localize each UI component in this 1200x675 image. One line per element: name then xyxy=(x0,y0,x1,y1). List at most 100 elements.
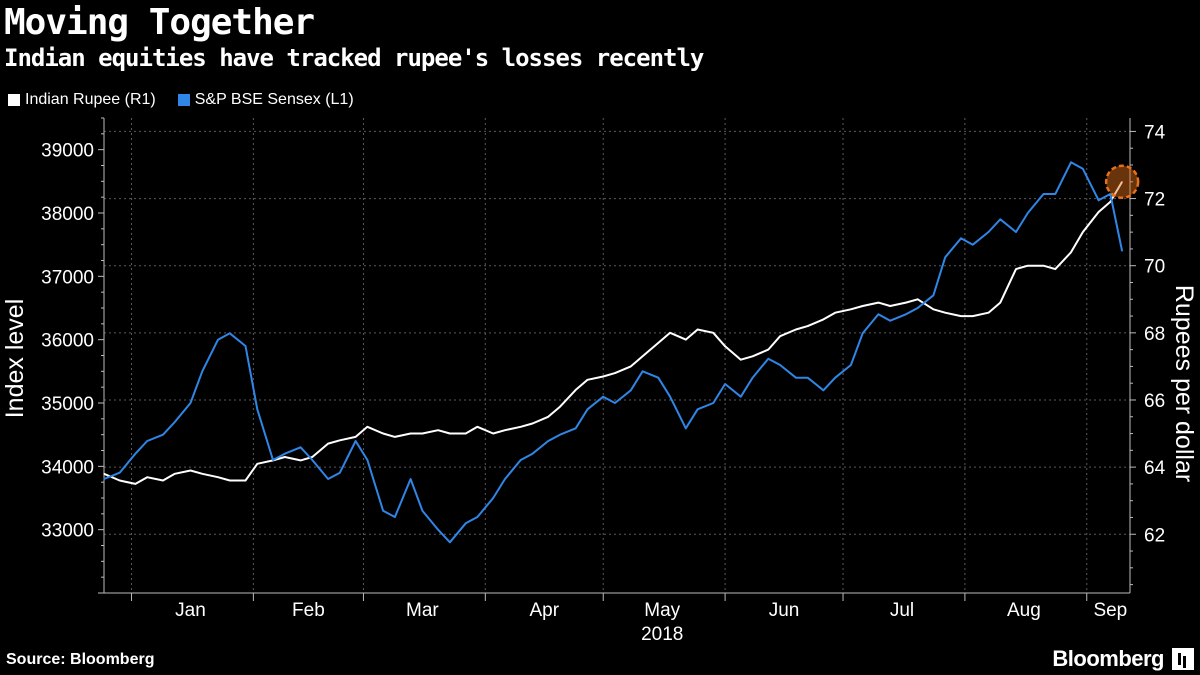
y-left-tick-label: 36000 xyxy=(41,331,94,352)
data-point-sensex xyxy=(822,389,825,391)
data-point-rupee xyxy=(1054,268,1056,270)
data-point-sensex xyxy=(382,510,384,512)
data-point-rupee xyxy=(834,312,836,314)
data-point-sensex xyxy=(119,472,121,474)
y-right-tick-label: 72 xyxy=(1144,190,1165,211)
data-point-rupee xyxy=(1098,211,1100,213)
data-point-rupee xyxy=(134,483,136,485)
brand-logo-text: Bloomberg xyxy=(1052,646,1164,671)
data-point-sensex xyxy=(272,459,274,461)
chart-series xyxy=(103,161,1124,544)
data-point-sensex xyxy=(465,522,467,524)
chart-subtitle: Indian equities have tracked rupee's los… xyxy=(4,44,704,72)
data-point-rupee xyxy=(103,473,105,475)
data-point-rupee xyxy=(917,298,919,300)
data-point-sensex xyxy=(300,446,302,448)
data-point-sensex xyxy=(972,244,974,246)
data-point-sensex xyxy=(779,364,781,366)
y-left-tick-label: 38000 xyxy=(41,204,94,225)
data-point-sensex xyxy=(960,237,962,239)
y-right-tick-label: 70 xyxy=(1144,257,1165,278)
data-point-sensex xyxy=(476,516,478,518)
data-point-sensex xyxy=(1082,168,1084,170)
data-point-sensex xyxy=(889,320,891,322)
data-point-rupee xyxy=(492,432,494,435)
y-left-tick-label: 33000 xyxy=(41,521,94,542)
data-point-rupee xyxy=(972,315,974,317)
grid-lines xyxy=(104,118,1130,593)
data-point-rupee xyxy=(449,432,451,435)
data-point-rupee xyxy=(437,429,439,431)
data-point-rupee xyxy=(889,305,891,307)
data-point-sensex xyxy=(795,377,797,379)
data-point-rupee xyxy=(614,372,616,374)
data-point-rupee xyxy=(229,479,231,482)
data-point-rupee xyxy=(244,479,247,482)
data-point-rupee xyxy=(410,432,412,435)
data-point-sensex xyxy=(134,453,136,455)
data-point-sensex xyxy=(697,408,699,410)
data-point-rupee xyxy=(300,459,302,461)
data-point-rupee xyxy=(1109,201,1111,203)
data-point-rupee xyxy=(712,332,714,334)
data-point-sensex xyxy=(740,396,742,398)
data-point-rupee xyxy=(174,473,176,475)
data-point-rupee xyxy=(932,308,935,310)
data-point-sensex xyxy=(944,256,946,258)
x-tick-label: Jun xyxy=(769,600,800,621)
data-point-rupee xyxy=(752,355,754,357)
data-point-sensex xyxy=(917,307,919,309)
data-point-sensex xyxy=(767,358,769,360)
data-point-rupee xyxy=(559,406,561,408)
x-tick-label: Apr xyxy=(529,600,559,621)
data-point-rupee xyxy=(795,328,797,331)
data-point-rupee xyxy=(685,339,687,341)
chart-legend: Indian Rupee (R1) S&P BSE Sensex (L1) xyxy=(8,91,354,109)
data-point-sensex xyxy=(1054,193,1056,195)
data-point-rupee xyxy=(850,308,852,310)
series-line-sensex xyxy=(103,161,1124,544)
data-point-sensex xyxy=(999,218,1001,220)
data-point-sensex xyxy=(1098,199,1100,201)
chart-axes: 33000 34000 35000 36000 37000 38000 39000 62 64 6… xyxy=(1,117,1198,645)
data-point-sensex xyxy=(311,459,313,461)
data-point-rupee xyxy=(465,432,467,435)
data-point-rupee xyxy=(767,349,769,351)
y-right-tick-label: 66 xyxy=(1144,391,1165,412)
legend-label-sensex: S&P BSE Sensex (L1) xyxy=(194,91,354,108)
data-point-sensex xyxy=(614,402,616,404)
data-point-sensex xyxy=(1015,231,1017,233)
x-tick-label: Sep xyxy=(1093,600,1127,621)
source-note: Source: Bloomberg xyxy=(6,651,155,668)
data-point-sensex xyxy=(229,332,231,334)
data-point-sensex xyxy=(394,516,396,518)
data-point-rupee xyxy=(657,342,659,344)
y-left-tick-label: 34000 xyxy=(41,457,94,478)
data-point-rupee xyxy=(547,416,549,418)
data-point-sensex xyxy=(421,510,423,512)
data-point-rupee xyxy=(327,443,329,445)
data-point-sensex xyxy=(862,332,864,334)
y-right-tick-label: 74 xyxy=(1144,122,1166,143)
y-right-axis-title: Rupees per dollar xyxy=(1170,285,1198,482)
data-point-rupee xyxy=(217,476,219,478)
data-point-rupee xyxy=(284,456,286,458)
x-tick-label: Mar xyxy=(406,600,439,621)
legend-swatch-sensex xyxy=(177,94,190,106)
data-point-sensex xyxy=(355,440,357,442)
data-point-rupee xyxy=(1015,268,1017,270)
data-point-rupee xyxy=(311,456,313,458)
data-point-sensex xyxy=(602,396,604,398)
data-point-rupee xyxy=(944,312,946,314)
data-point-sensex xyxy=(1121,250,1123,252)
data-point-sensex xyxy=(201,370,203,372)
data-point-sensex xyxy=(504,478,506,480)
data-point-rupee xyxy=(807,325,809,327)
data-point-rupee xyxy=(201,473,203,475)
data-point-sensex xyxy=(449,541,451,543)
y-right-tick-label: 64 xyxy=(1144,458,1166,479)
data-point-sensex xyxy=(932,294,935,296)
x-tick-label: Jul xyxy=(890,600,914,621)
data-point-rupee xyxy=(504,429,506,431)
data-point-rupee xyxy=(905,302,907,304)
